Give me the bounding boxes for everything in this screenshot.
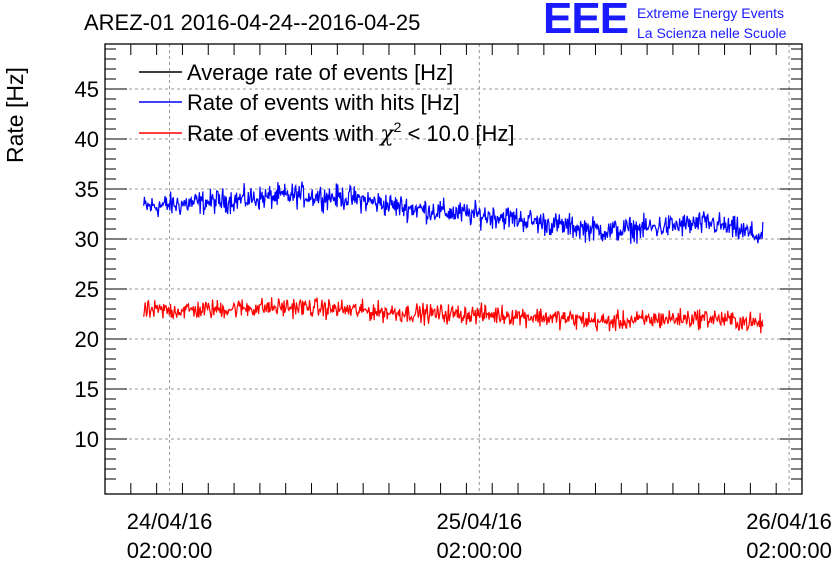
legend-chi2-prefix: Rate of events with <box>187 121 380 146</box>
y-tick-label: 15 <box>75 377 99 402</box>
legend-label-average: Average rate of events [Hz] <box>187 60 453 85</box>
legend-chi-symbol: χ <box>378 122 395 147</box>
legend-chi2-superscript: 2 <box>394 119 402 135</box>
x-tick-date-label: 24/04/16 <box>127 509 213 534</box>
x-tick-date-label: 25/04/16 <box>436 509 522 534</box>
legend-label-chi2: Rate of events with χ2 < 10.0 [Hz] <box>187 119 514 147</box>
y-tick-label: 40 <box>75 127 99 152</box>
logo-line-1: Extreme Energy Events <box>637 5 785 21</box>
y-tick-label: 30 <box>75 227 99 252</box>
legend: Average rate of events [Hz] Rate of even… <box>139 60 514 147</box>
series-line-chi2 <box>143 297 764 334</box>
series-layer <box>143 181 764 334</box>
eee-logo-letters: EEE <box>543 0 629 43</box>
logo-line-2: La Scienza nelle Scuole <box>637 25 787 41</box>
y-tick-label: 20 <box>75 327 99 352</box>
chart-title: AREZ-01 2016-04-24--2016-04-25 <box>84 10 421 35</box>
y-tick-label: 10 <box>75 427 99 452</box>
tick-labels: 10 15 20 25 30 35 40 45 24/04/16 02:00:00 25/04/16… <box>75 77 832 563</box>
y-tick-label: 25 <box>75 277 99 302</box>
x-tick-time-label: 02:00:00 <box>127 538 213 563</box>
y-tick-label: 45 <box>75 77 99 102</box>
legend-label-hits: Rate of events with hits [Hz] <box>187 90 460 115</box>
y-tick-label: 35 <box>75 177 99 202</box>
x-tick-time-label: 02:00:00 <box>746 538 832 563</box>
legend-chi2-suffix: < 10.0 [Hz] <box>401 121 514 146</box>
ticks <box>104 44 803 494</box>
x-tick-time-label: 02:00:00 <box>436 538 522 563</box>
series-line-hits <box>143 181 764 244</box>
grid <box>105 44 802 494</box>
x-tick-date-label: 26/04/16 <box>746 509 832 534</box>
